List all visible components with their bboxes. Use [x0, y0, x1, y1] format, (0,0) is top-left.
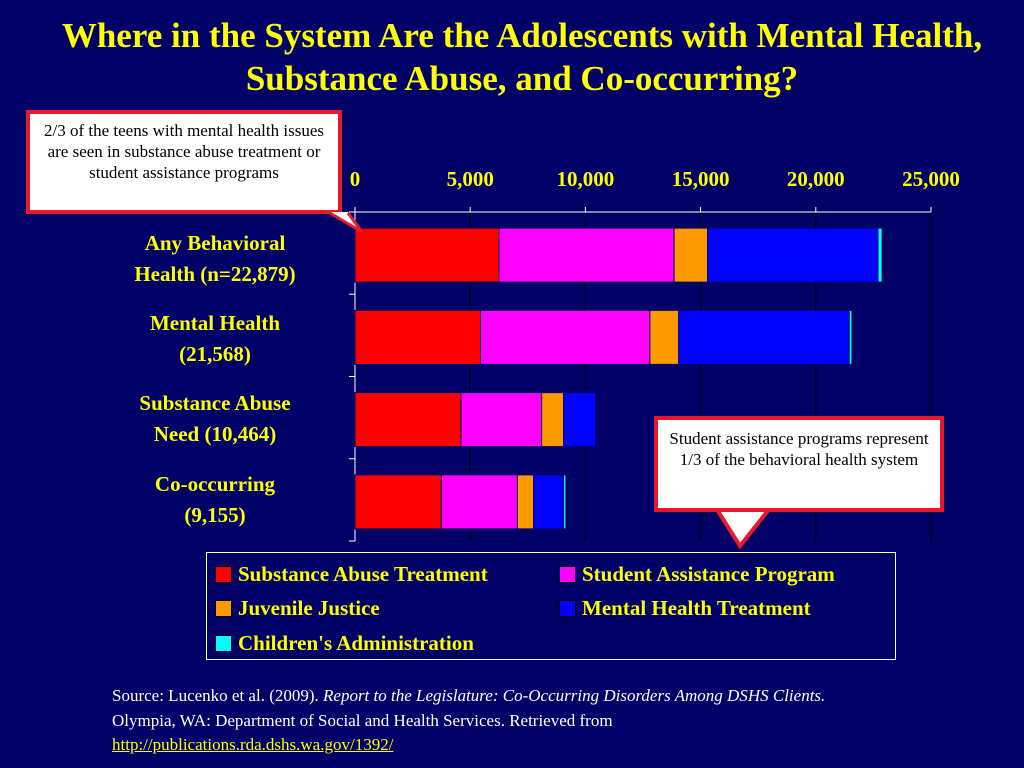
page-title: Where in the System Are the Adolescents …	[61, 16, 983, 98]
x-tick-label: 20,000	[787, 167, 845, 191]
bar-segment	[649, 309, 680, 365]
x-tick-label: 0	[350, 167, 361, 191]
source-prefix: Source: Lucenko et al. (2009).	[112, 686, 324, 705]
bar-segment	[480, 309, 651, 365]
category-label-substance-abuse: Substance Abuse Need (10,464)	[139, 391, 291, 446]
source-link[interactable]: http://publications.rda.dshs.wa.gov/1392…	[112, 735, 394, 754]
legend-item-juvenile-justice: Juvenile Justice	[215, 596, 380, 621]
x-tick-label: 15,000	[672, 167, 730, 191]
category-label-mental-health: Mental Health (21,568)	[149, 311, 281, 366]
bar-segment	[533, 474, 565, 530]
bar-segment	[678, 309, 850, 365]
bar-segment	[848, 309, 853, 365]
x-tick-label: 10,000	[557, 167, 615, 191]
x-tick-label: 25,000	[902, 167, 960, 191]
legend-swatch	[559, 600, 576, 617]
bar-segment	[563, 474, 567, 530]
callout-left: 2/3 of the teens with mental health issu…	[26, 110, 342, 214]
bar-segment	[498, 227, 675, 283]
bar-segment	[877, 227, 883, 283]
source-suffix: Olympia, WA: Department of Social and He…	[112, 710, 613, 730]
legend-item-student-assistance-program: Student Assistance Program	[559, 562, 835, 587]
legend-swatch	[215, 566, 232, 583]
bar-segment	[354, 392, 462, 448]
callout-left-pointer-border	[329, 211, 364, 234]
category-label-co-occurring: Co-occurring (9,155)	[154, 472, 276, 527]
bar-segment	[563, 392, 597, 448]
bar-segment	[516, 474, 535, 530]
legend-item-mental-health-treatment: Mental Health Treatment	[559, 596, 811, 621]
bar-segment	[541, 392, 565, 448]
bar-segment	[354, 227, 500, 283]
callout-right: Student assistance programs represent 1/…	[654, 416, 944, 512]
bar-segment	[460, 392, 543, 448]
source-title: Report to the Legislature: Co-Occurring …	[323, 686, 826, 705]
legend-item-childrens-administration: Children's Administration	[215, 631, 474, 656]
x-tick-label: 5,000	[447, 167, 494, 191]
legend-swatch	[215, 600, 232, 617]
legend-item-substance-abuse-treatment: Substance Abuse Treatment	[215, 562, 488, 587]
bar-segment	[673, 227, 709, 283]
source-citation: Source: Lucenko et al. (2009). Report to…	[112, 684, 892, 758]
chart-legend: Substance Abuse Treatment Student Assist…	[206, 552, 896, 660]
legend-swatch	[559, 566, 576, 583]
bar-segment	[354, 474, 442, 530]
bar-segment	[354, 309, 482, 365]
bar-segment	[440, 474, 518, 530]
bar-segment	[707, 227, 879, 283]
legend-swatch	[215, 635, 232, 652]
category-label-any-behavioral: Any Behavioral Health (n=22,879)	[134, 231, 296, 286]
